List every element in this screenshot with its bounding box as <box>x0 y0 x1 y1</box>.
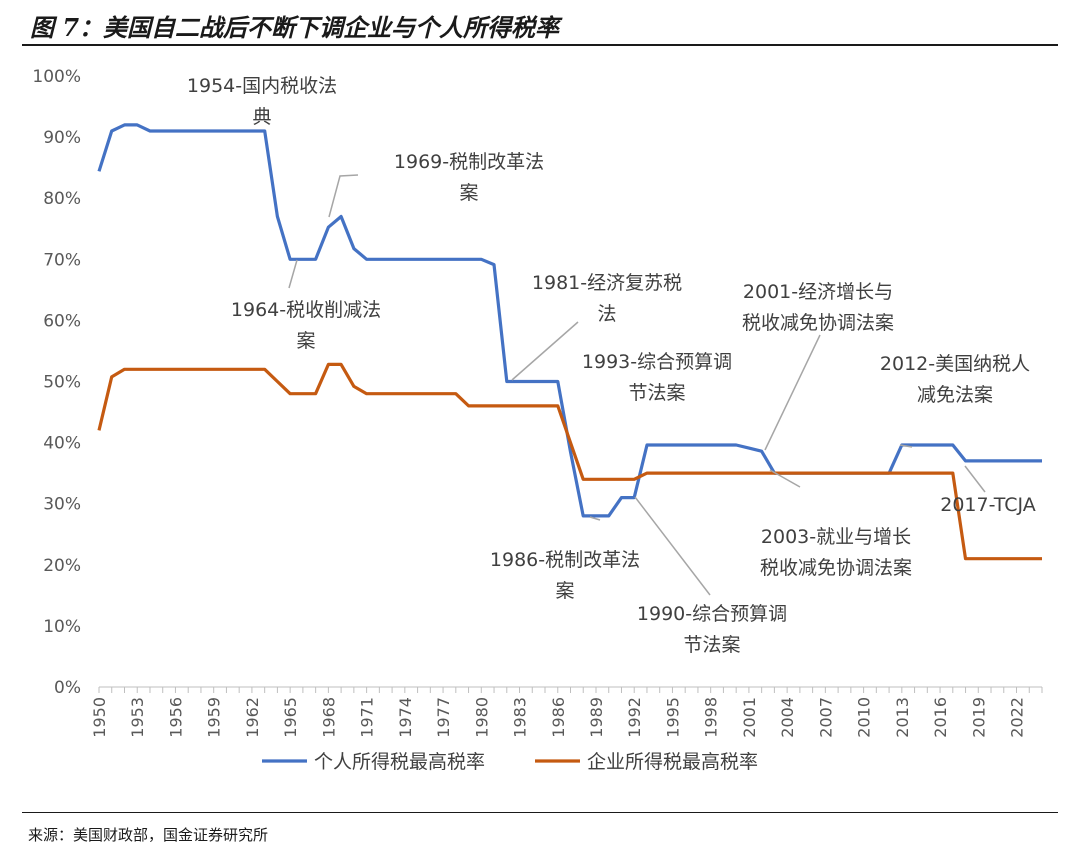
x-tick-label: 2019 <box>969 697 988 738</box>
x-tick-label: 2004 <box>778 697 797 738</box>
figure-title: 图 7：美国自二战后不断下调企业与个人所得税率 <box>30 13 560 42</box>
source-divider <box>22 812 1058 813</box>
y-tick-label: 100% <box>32 67 81 87</box>
annotation-leader-line <box>288 259 298 289</box>
x-tick-label: 1998 <box>702 697 721 738</box>
x-tick-label: 1965 <box>281 697 300 738</box>
y-tick-label: 70% <box>43 250 81 270</box>
annotation-text: 2017-TCJA <box>940 494 1036 516</box>
annotation-text: 2012-美国纳税人 <box>880 353 1030 375</box>
annotation-text: 1990-综合预算调 <box>637 603 787 625</box>
annotation-leader-line <box>634 496 711 596</box>
y-tick-label: 60% <box>43 311 81 331</box>
y-tick-label: 10% <box>43 617 81 637</box>
annotation-text: 1969-税制改革法 <box>394 151 544 173</box>
annotation-leader-line <box>511 321 579 381</box>
title-divider <box>22 44 1058 46</box>
x-tick-label: 2022 <box>1008 697 1027 738</box>
x-tick-label: 1974 <box>396 697 415 738</box>
x-tick-label: 1980 <box>472 697 491 738</box>
legend-label: 企业所得税最高税率 <box>587 751 758 773</box>
x-tick-label: 1956 <box>166 697 185 738</box>
annotation-text: 2003-就业与增长 <box>761 526 911 548</box>
x-tick-label: 2010 <box>855 697 874 738</box>
annotation-leader-line <box>764 334 821 451</box>
x-tick-label: 1959 <box>205 697 224 738</box>
y-tick-label: 20% <box>43 556 81 576</box>
x-tick-label: 1953 <box>128 697 147 738</box>
annotation-text: 案 <box>555 580 574 602</box>
annotation-text: 节法案 <box>683 634 740 656</box>
annotation-text: 减免法案 <box>917 384 993 406</box>
annotation-text: 1954-国内税收法 <box>187 75 337 97</box>
x-tick-label: 1989 <box>587 697 606 738</box>
x-tick-label: 1995 <box>663 697 682 738</box>
annotation-leader-line <box>328 174 359 218</box>
x-tick-label: 1971 <box>358 697 377 738</box>
x-tick-label: 1962 <box>243 697 262 738</box>
y-tick-label: 0% <box>54 678 81 698</box>
source-note: 来源：美国财政部，国金证券研究所 <box>28 826 269 844</box>
y-tick-label: 40% <box>43 434 81 454</box>
series-line-corporate-tax <box>97 362 1042 561</box>
annotation-leader-line <box>769 469 801 488</box>
legend-label: 个人所得税最高税率 <box>314 751 485 773</box>
annotation-text: 税收减免协调法案 <box>742 312 894 334</box>
x-tick-label: 1977 <box>434 697 453 738</box>
x-tick-label: 2001 <box>740 697 759 738</box>
x-tick-label: 1983 <box>511 697 530 738</box>
x-tick-label: 1986 <box>549 697 568 738</box>
annotation-leader-line <box>899 444 913 448</box>
annotation-text: 案 <box>296 330 315 352</box>
annotation-text: 1964-税收削减法 <box>231 299 381 321</box>
y-tick-label: 50% <box>43 373 81 393</box>
annotation-text: 1981-经济复苏税 <box>532 272 682 294</box>
x-tick-label: 1992 <box>625 697 644 738</box>
annotation-text: 1986-税制改革法 <box>490 549 640 571</box>
annotation-text: 案 <box>459 182 478 204</box>
annotation-text: 税收减免协调法案 <box>760 557 912 579</box>
annotation-text: 典 <box>252 106 271 128</box>
y-tick-label: 30% <box>43 495 81 515</box>
annotation-text: 1993-综合预算调 <box>582 351 732 373</box>
y-tick-label: 90% <box>43 128 81 148</box>
line-chart: 0% 10% 20% 30% 40% 50% 60% 70% 80% 90% 100% 1950 195… <box>32 67 1043 773</box>
x-tick-label: 2007 <box>816 697 835 738</box>
x-tick-label: 1950 <box>90 697 109 738</box>
series-line-individual-tax <box>97 123 1042 518</box>
x-tick-label: 1968 <box>319 697 338 738</box>
y-tick-label: 80% <box>43 189 81 209</box>
x-tick-label: 2016 <box>931 697 950 738</box>
annotation-text: 法 <box>597 303 616 325</box>
annotation-text: 2001-经济增长与 <box>743 281 893 303</box>
annotation-leader-line <box>589 516 601 521</box>
x-tick-label: 2013 <box>893 697 912 738</box>
annotation-leader-line <box>964 465 986 493</box>
annotation-text: 节法案 <box>628 382 685 404</box>
